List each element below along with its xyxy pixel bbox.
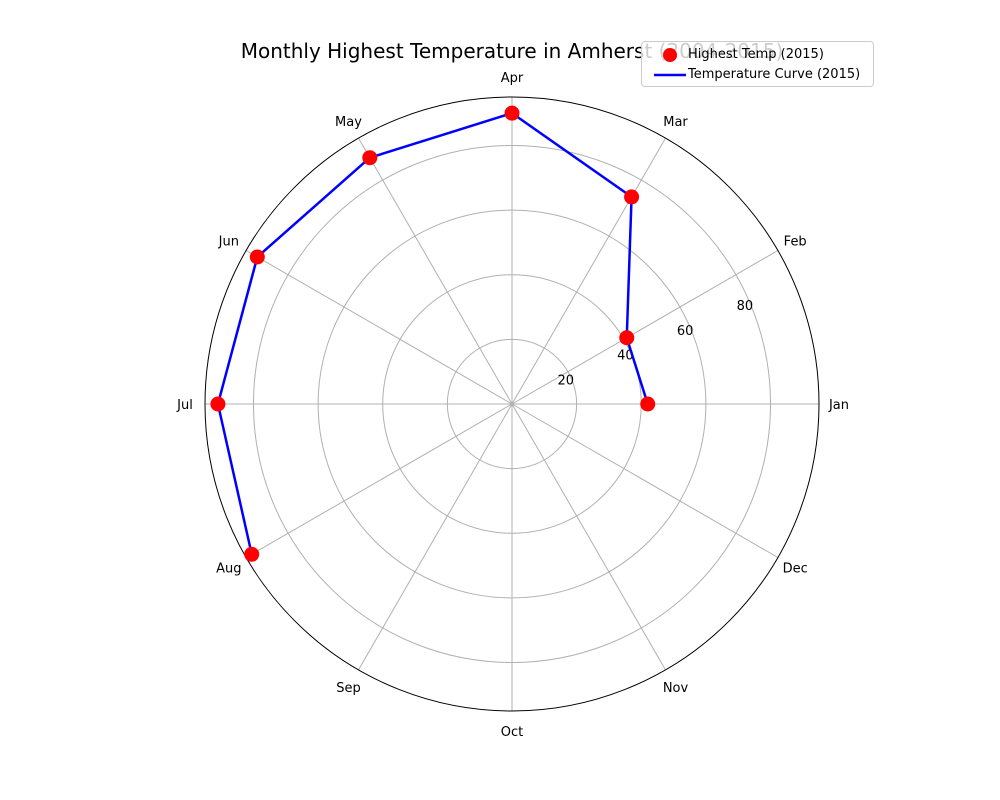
angular-grid-line	[511, 403, 779, 558]
angular-grid-line	[511, 137, 666, 405]
red-dot-icon	[663, 48, 677, 62]
polar-grid	[204, 96, 820, 712]
theta-tick-label: Nov	[663, 681, 689, 696]
highest-temp-point	[249, 249, 265, 265]
legend: Highest Temp (2015) Temperature Curve (2…	[641, 41, 874, 87]
theta-tick-label: Aug	[216, 562, 241, 577]
angular-grid-line	[511, 250, 779, 405]
radial-tick-label: 80	[737, 299, 754, 314]
theta-tick-label: Jun	[218, 235, 239, 250]
radial-tick-labels: 20 40 60 80	[557, 299, 753, 388]
highest-temp-point	[640, 396, 656, 412]
highest-temp-point	[210, 396, 226, 412]
theta-tick-label: Dec	[783, 562, 808, 577]
theta-tick-label: Mar	[663, 115, 688, 130]
highest-temp-point	[619, 330, 635, 346]
angular-grid-line	[511, 403, 666, 671]
theta-tick-label: Jan	[828, 398, 849, 413]
theta-tick-label: Jul	[176, 398, 193, 413]
theta-tick-label: Sep	[336, 681, 361, 696]
temperature-curve-line	[216, 111, 649, 555]
theta-tick-label: Oct	[501, 725, 523, 740]
angular-grid-line	[358, 403, 513, 671]
legend-item-line: Temperature Curve (2015)	[642, 65, 873, 85]
angular-grid-line	[245, 403, 513, 558]
highest-temp-point	[624, 189, 640, 205]
theta-tick-label: May	[335, 115, 362, 130]
legend-item-markers: Highest Temp (2015)	[642, 45, 873, 65]
angular-grid-line	[245, 250, 513, 405]
legend-label-line: Temperature Curve (2015)	[688, 67, 861, 82]
polar-frame	[204, 96, 820, 712]
theta-tick-labels: Jan Feb Mar Apr May Jun Jul Aug Sep Oct Nov Dec	[176, 71, 849, 740]
theta-tick-label: Feb	[784, 235, 807, 250]
blue-line-icon	[654, 73, 686, 77]
data-series	[210, 105, 656, 562]
theta-tick-label: Apr	[501, 71, 524, 86]
highest-temp-point	[244, 546, 260, 562]
angular-grid-line	[358, 137, 513, 405]
legend-label-markers: Highest Temp (2015)	[688, 47, 824, 62]
highest-temp-point	[362, 150, 378, 166]
highest-temp-point	[504, 105, 520, 121]
radial-tick-label: 60	[677, 324, 694, 339]
radial-tick-label: 20	[557, 373, 574, 388]
radial-tick-label: 40	[617, 349, 634, 364]
